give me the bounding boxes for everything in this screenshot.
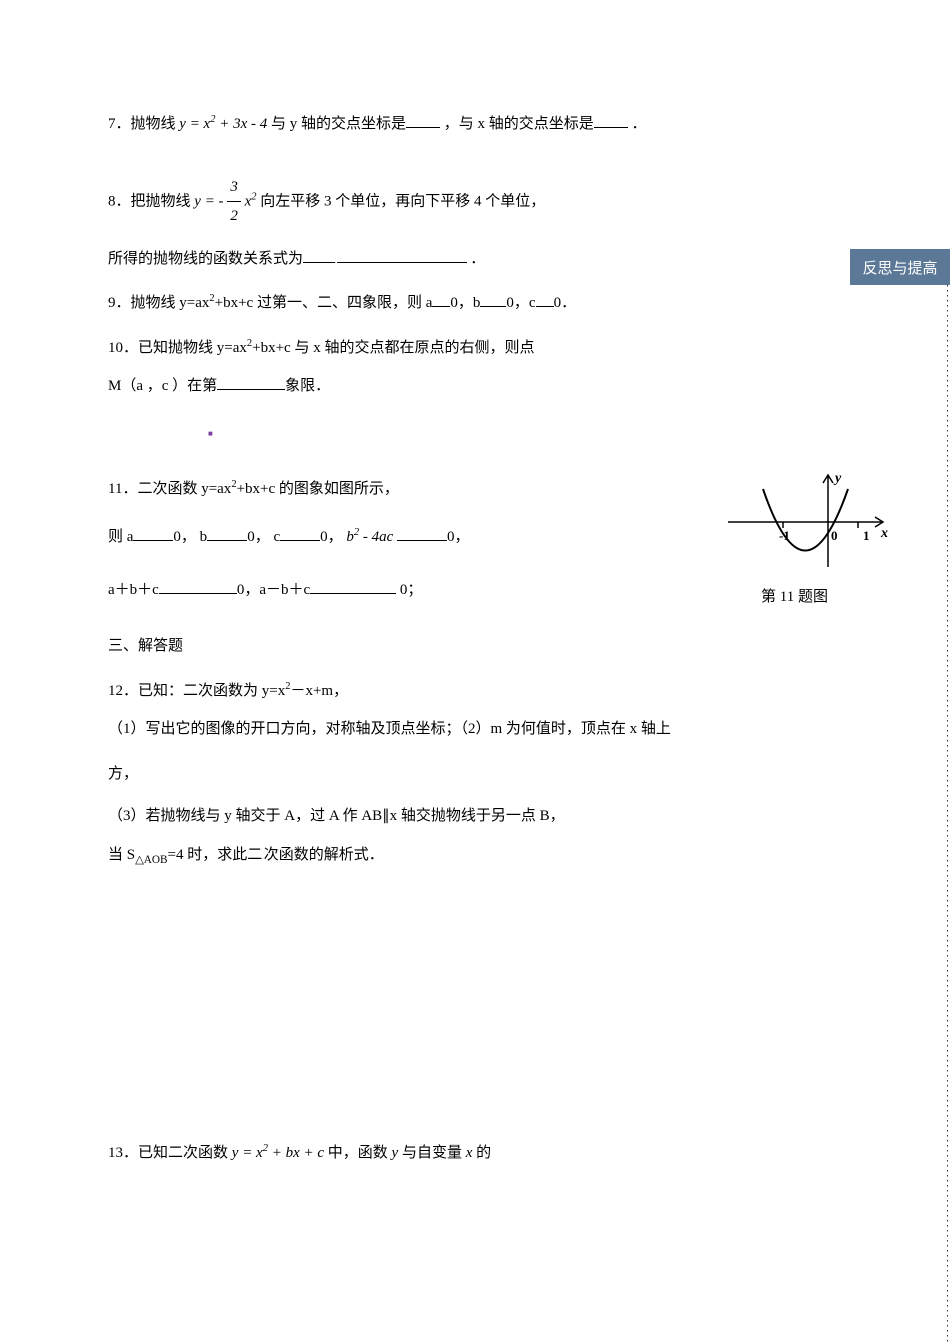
question-12-line1: 12．已知：二次函数为 y=x2－x+m，: [108, 677, 843, 706]
figure-11-parabola: -1 0 1 x y: [723, 467, 893, 577]
question-11-block: 11．二次函数 y=ax2+bx+c 的图象如图所示， 则 a0， b0， c0…: [108, 475, 843, 605]
q8-y: y: [194, 193, 201, 209]
question-8-line1: 8．把抛物线 y = - 32 x2 向左平移 3 个单位，再向下平移 4 个单…: [108, 173, 843, 231]
q11-blank-f: [310, 577, 396, 594]
q13-var-x: x: [466, 1145, 473, 1161]
q11-l1b: +bx+c 的图象如图所示，: [237, 481, 399, 497]
q11-blank-a: [133, 525, 173, 542]
q11-l2c: 0， c: [247, 529, 280, 545]
q13-c: 与自变量: [402, 1145, 466, 1161]
q9-a: 9．抛物线 y=ax: [108, 295, 209, 311]
q11-l1a: 11．二次函数 y=ax: [108, 481, 231, 497]
q8-l1b: 向左平移 3 个单位，再向下平移 4 个单位，: [260, 193, 545, 209]
q11-l3c: 0；: [396, 582, 422, 598]
q13-d: 的: [476, 1145, 491, 1161]
q11-l2e: 0，: [447, 529, 470, 545]
q7-blank-2: [594, 112, 628, 129]
q8-blank-b: [337, 246, 467, 263]
q11-blank-c: [280, 525, 320, 542]
q12-l4a: 当 S: [108, 847, 135, 863]
q8-frac-den: 2: [227, 202, 241, 231]
q8-l1a: 8．把抛物线: [108, 193, 194, 209]
svg-text:0: 0: [831, 528, 838, 543]
answer-space: [108, 889, 843, 1139]
q8-l2b: ．: [470, 251, 485, 267]
q10-blank: [217, 374, 285, 391]
q11-blank-d: [397, 525, 447, 542]
q8-sup: 2: [251, 191, 256, 202]
q11-l2d: 0，: [320, 529, 343, 545]
q7-eq-tail: + 3x - 4: [219, 116, 271, 132]
q7-eq-rest: = x: [190, 116, 211, 132]
q8-blank: [303, 246, 335, 263]
svg-text:x: x: [880, 526, 888, 541]
section-3-heading: 三、解答题: [108, 632, 843, 661]
q9-c: 0，b: [450, 295, 480, 311]
question-8-line2: 所得的抛物线的函数关系式为. ．: [108, 245, 843, 274]
question-12-line4: 当 S△AOB=4 时，求此二.次函数的解析式．: [108, 841, 843, 871]
question-12-line3: （3）若抛物线与 y 轴交于 A，过 A 作 AB∥x 轴交抛物线于另一点 B，: [108, 802, 843, 831]
q7-eq-y: y: [179, 116, 186, 132]
q8-l2a: 所得的抛物线的函数关系式为: [108, 251, 303, 267]
q11-disc-b: b: [346, 529, 354, 545]
q12-l4sub: △AOB: [135, 854, 167, 866]
q12-l2b: 方，: [108, 766, 138, 782]
q9-blank-c: [536, 291, 554, 308]
q8-frac-num: 3: [227, 173, 241, 203]
svg-text:1: 1: [863, 528, 870, 543]
sidebar-note: 反思与提高: [850, 249, 950, 285]
q12-l2: （1）写出它的图像的开口方向，对称轴及顶点坐标；（2）m 为何值时，顶点在 x …: [108, 721, 671, 737]
svg-text:-1: -1: [779, 528, 790, 543]
svg-text:y: y: [833, 471, 842, 486]
question-11-line3: a＋b＋c 0，a－b＋c 0；: [108, 576, 843, 605]
q11-l3a: a＋b＋c: [108, 582, 159, 598]
q13-eq-tail: + bx + c: [272, 1145, 328, 1161]
q11-blank-b: [207, 525, 247, 542]
decorative-dot: ■: [208, 429, 213, 438]
q7-end: ．: [632, 116, 647, 132]
question-12-line2b: 方，: [108, 760, 843, 789]
document-page: 7．抛物线 y = x2 + 3x - 4 与 y 轴的交点坐标是 ，与 x 轴…: [108, 110, 843, 1185]
figure-11-caption: 第 11 题图: [761, 585, 828, 606]
question-13: 13．已知二次函数 y = x2 + bx + c 中，函数 y 与自变量 x …: [108, 1139, 843, 1168]
q13-a: 13．已知二次函数: [108, 1145, 232, 1161]
q9-blank-b: [480, 291, 506, 308]
q7-mid2: ，与 x 轴的交点坐标是: [444, 116, 594, 132]
q12-l3: （3）若抛物线与 y 轴交于 A，过 A 作 AB∥x 轴交抛物线于另一点 B，: [108, 808, 565, 824]
q7-mid1: 与 y 轴的交点坐标是: [271, 116, 406, 132]
q12-l4b: =4 时，求此二: [168, 847, 263, 863]
q9-e: 0．: [554, 295, 577, 311]
q12-l1b: －x+m，: [290, 683, 348, 699]
q7-blank-1: [406, 112, 440, 129]
q12-l4c: 次函数的解析式．: [264, 847, 384, 863]
q13-b: 中，函数: [328, 1145, 392, 1161]
q8-fraction: 32: [227, 173, 241, 231]
question-10-line2: M（a ，c ）在第 象限．: [108, 372, 843, 401]
q9-d: 0，c: [506, 295, 535, 311]
q11-l2a: 则 a: [108, 529, 133, 545]
q7-eq-sup: 2: [210, 114, 215, 125]
question-7: 7．抛物线 y = x2 + 3x - 4 与 y 轴的交点坐标是 ，与 x 轴…: [108, 110, 843, 139]
question-9: 9．抛物线 y=ax2+bx+c 过第一、二、四象限，则 a0，b0，c0．: [108, 289, 843, 318]
q8-eq: = -: [205, 193, 228, 209]
q13-eq-mid: = x: [242, 1145, 263, 1161]
q13-eq-sup: 2: [263, 1143, 268, 1154]
q9-blank-a: [432, 291, 450, 308]
q9-b: +bx+c 过第一、二、四象限，则 a: [215, 295, 433, 311]
q13-eq-y: y: [232, 1145, 239, 1161]
q10-l2a: M（a ，c ）在第: [108, 378, 217, 394]
q10-l2b: 象限．: [285, 378, 330, 394]
q11-blank-e: [159, 577, 237, 594]
q7-prefix: 7．抛物线: [108, 116, 179, 132]
q11-l3b: 0，a－b＋c: [237, 582, 310, 598]
q13-var-y: y: [392, 1145, 399, 1161]
q11-l2b: 0， b: [173, 529, 207, 545]
q11-disc-rest: - 4ac: [359, 529, 393, 545]
q10-l1b: +bx+c 与 x 轴的交点都在原点的右侧，则点: [252, 340, 534, 356]
q12-l1: 12．已知：二次函数为 y=x: [108, 683, 285, 699]
question-10-line1: 10．已知抛物线 y=ax2+bx+c 与 x 轴的交点都在原点的右侧，则点: [108, 334, 843, 363]
q10-l1a: 10．已知抛物线 y=ax: [108, 340, 247, 356]
question-12-line2: （1）写出它的图像的开口方向，对称轴及顶点坐标；（2）m 为何值时，顶点在 x …: [108, 715, 843, 744]
